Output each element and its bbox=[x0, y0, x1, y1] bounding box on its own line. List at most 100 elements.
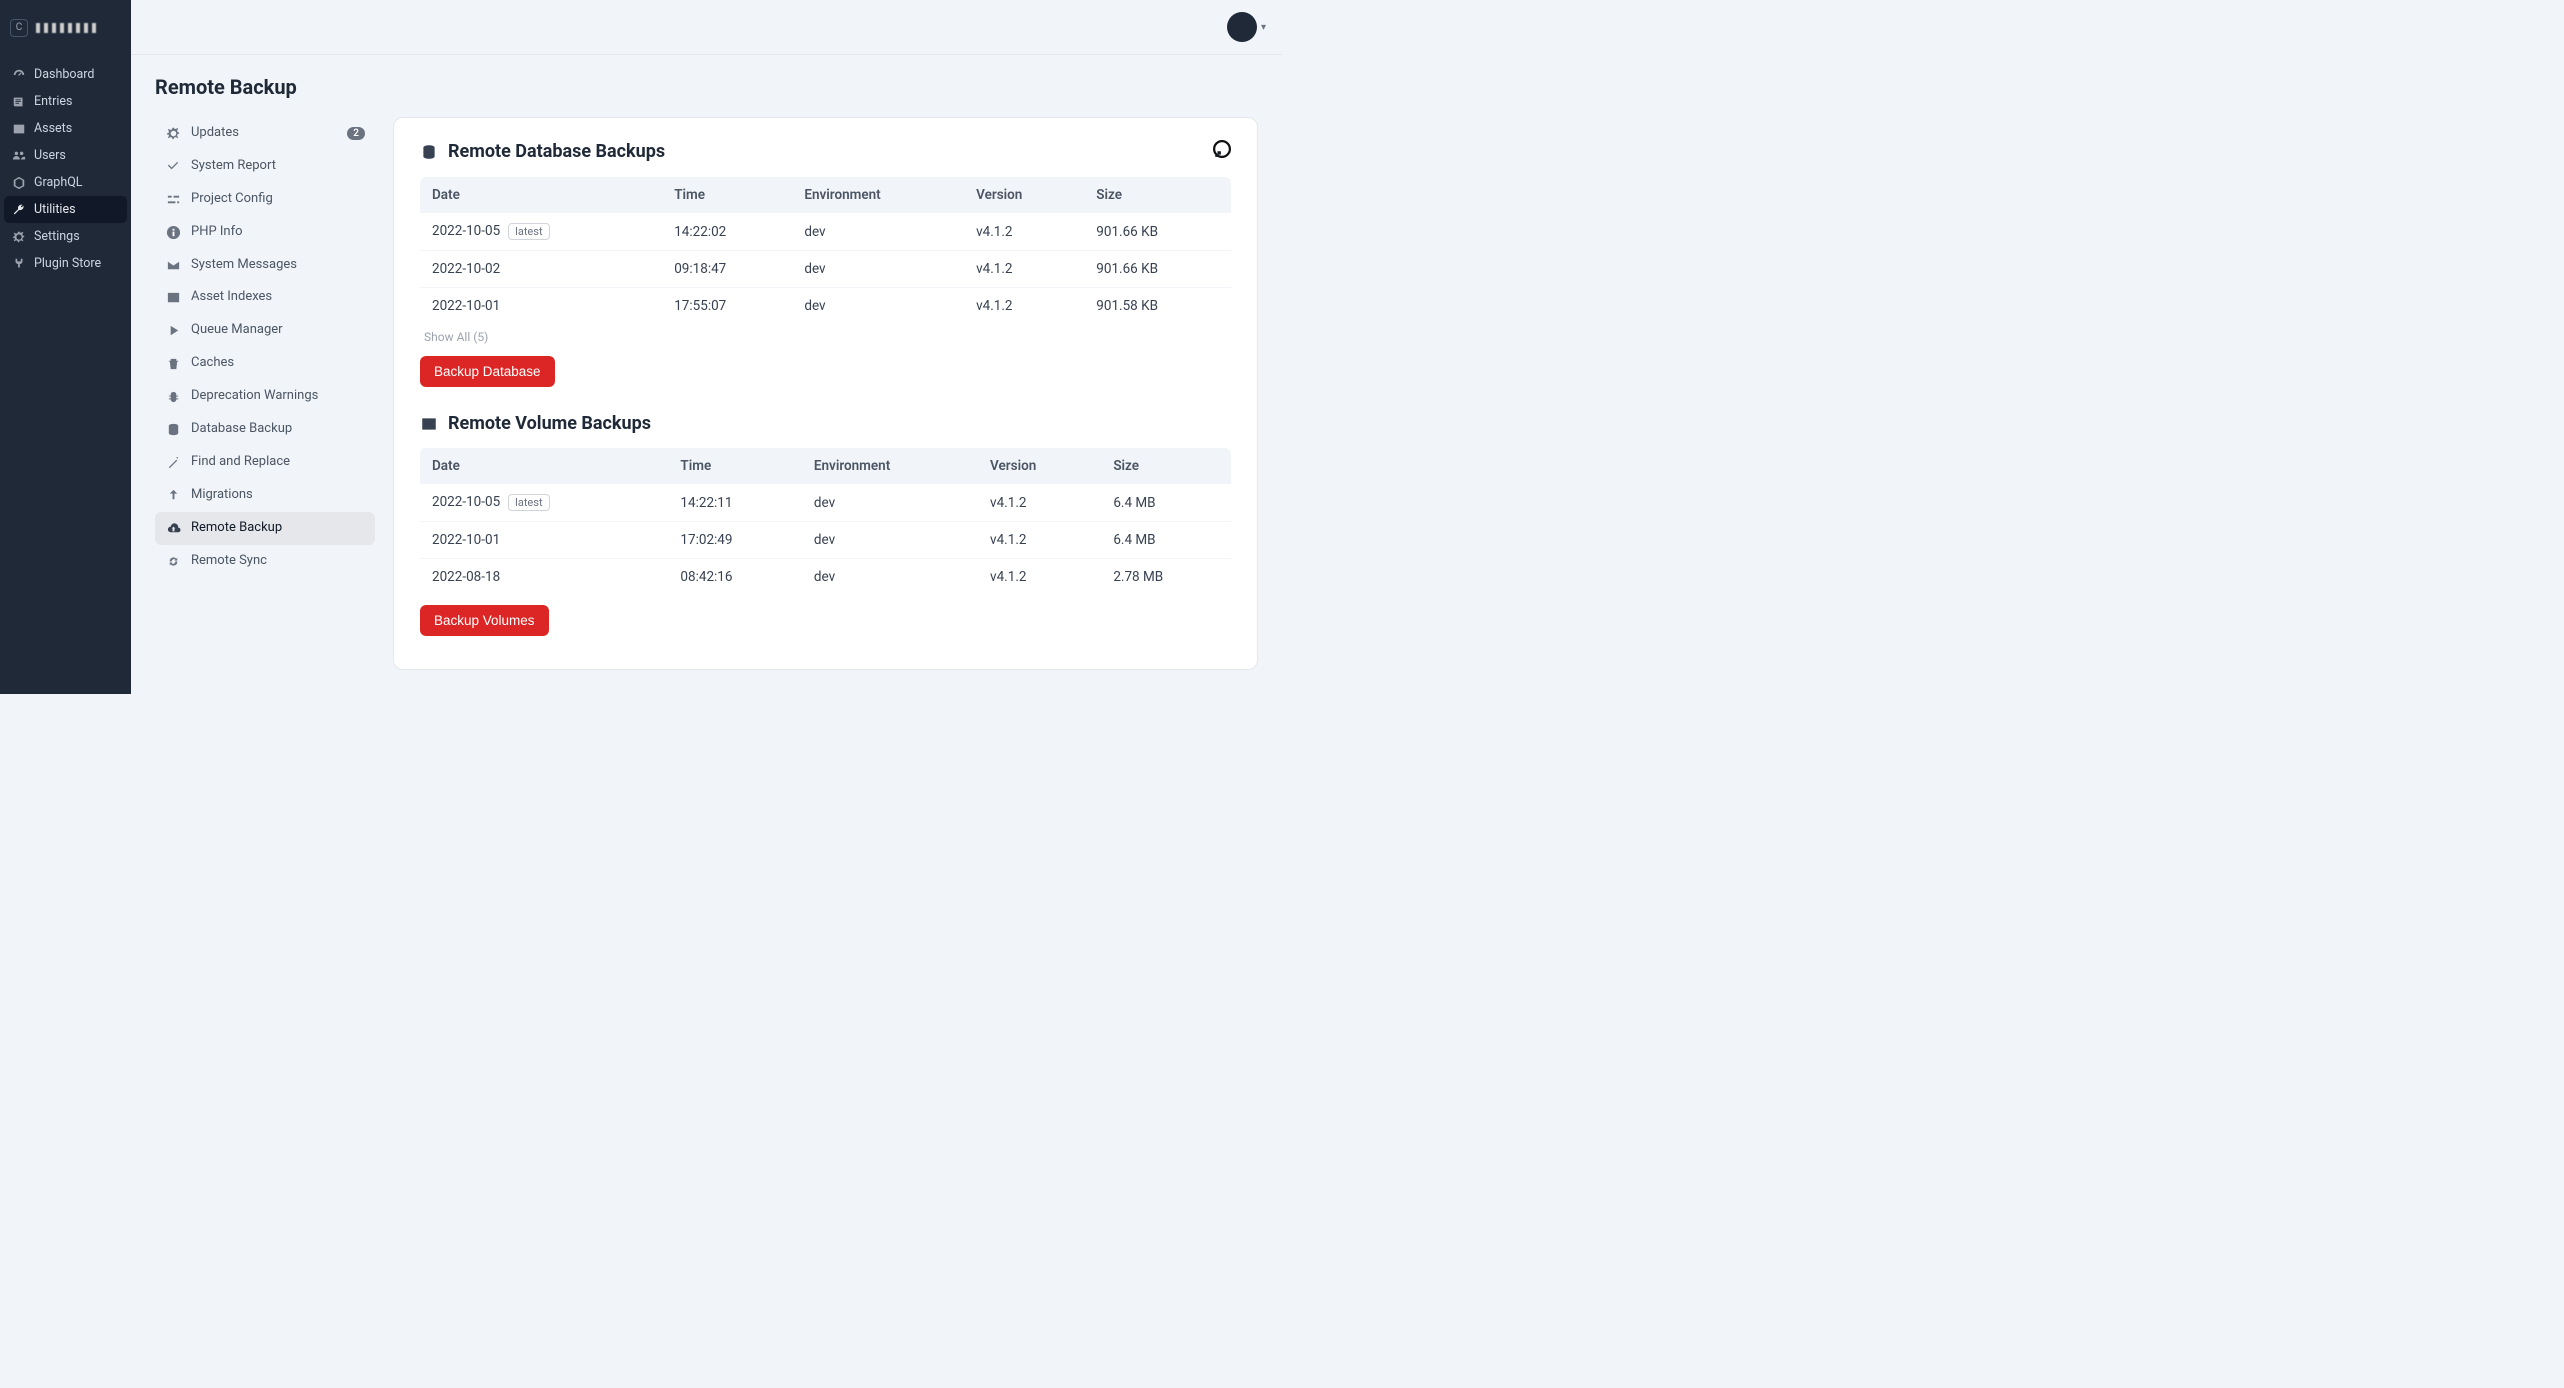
sidebar-item-dashboard[interactable]: Dashboard bbox=[4, 61, 127, 88]
util-item-remote-sync[interactable]: Remote Sync bbox=[155, 545, 375, 578]
cell-time: 14:22:11 bbox=[668, 484, 801, 522]
latest-tag: latest bbox=[508, 223, 549, 240]
util-item-label: Remote Backup bbox=[191, 520, 365, 537]
cell-size: 901.66 KB bbox=[1084, 251, 1231, 288]
sidebar: C Dashboard Entries Assets UsersGraphQLUtil… bbox=[0, 0, 131, 694]
util-item-php-info[interactable]: PHP Info bbox=[155, 216, 375, 249]
table-row: 2022-10-0117:02:49devv4.1.26.4 MB bbox=[420, 522, 1231, 559]
cell-env: dev bbox=[802, 522, 978, 559]
util-item-project-config[interactable]: Project Config bbox=[155, 183, 375, 216]
util-item-label: Remote Sync bbox=[191, 553, 365, 570]
sidebar-item-users[interactable]: Users bbox=[4, 142, 127, 169]
table-row: 2022-10-0117:55:07devv4.1.2901.58 KB bbox=[420, 288, 1231, 325]
sidebar-item-graphql[interactable]: GraphQL bbox=[4, 169, 127, 196]
cell-time: 09:18:47 bbox=[662, 251, 792, 288]
cell-date: 2022-10-01 bbox=[420, 522, 668, 559]
sidebar-item-label: Assets bbox=[34, 121, 72, 136]
db-section-title: Remote Database Backups bbox=[448, 141, 665, 162]
show-all-link[interactable]: Show All (5) bbox=[424, 330, 1231, 344]
util-item-label: Queue Manager bbox=[191, 322, 365, 339]
util-item-label: Find and Replace bbox=[191, 454, 365, 471]
util-item-asset-indexes[interactable]: Asset Indexes bbox=[155, 281, 375, 314]
db-backups-table: DateTimeEnvironmentVersionSize 2022-10-0… bbox=[420, 177, 1231, 324]
users-icon bbox=[12, 149, 26, 163]
provider-icon bbox=[1213, 140, 1231, 163]
cell-time: 08:42:16 bbox=[668, 559, 801, 596]
cell-date: 2022-10-05latest bbox=[420, 213, 662, 251]
content-panel: Remote Database Backups DateTimeEnvironm… bbox=[393, 117, 1258, 670]
image-icon bbox=[165, 290, 181, 306]
util-item-label: Deprecation Warnings bbox=[191, 388, 365, 405]
cell-ver: v4.1.2 bbox=[978, 522, 1101, 559]
cell-time: 17:02:49 bbox=[668, 522, 801, 559]
cell-date: 2022-10-01 bbox=[420, 288, 662, 325]
sidebar-item-utilities[interactable]: Utilities bbox=[4, 196, 127, 223]
site-name-blurred bbox=[36, 23, 96, 33]
cell-ver: v4.1.2 bbox=[964, 251, 1084, 288]
util-item-caches[interactable]: Caches bbox=[155, 347, 375, 380]
plug-icon bbox=[12, 257, 26, 271]
sidebar-item-label: Entries bbox=[34, 94, 72, 109]
database-icon bbox=[420, 143, 438, 161]
wrench-icon bbox=[12, 203, 26, 217]
trash-icon bbox=[165, 356, 181, 372]
cell-env: dev bbox=[802, 559, 978, 596]
col-size: Size bbox=[1101, 448, 1231, 484]
user-menu[interactable]: ▾ bbox=[1227, 12, 1266, 42]
utilities-nav: Updates2 System Report Project Config PHP I… bbox=[155, 117, 375, 670]
graphql-icon bbox=[12, 176, 26, 190]
cell-date: 2022-08-18 bbox=[420, 559, 668, 596]
col-time: Time bbox=[662, 177, 792, 213]
cell-ver: v4.1.2 bbox=[978, 484, 1101, 522]
util-item-migrations[interactable]: Migrations bbox=[155, 479, 375, 512]
util-item-label: Project Config bbox=[191, 191, 365, 208]
cell-size: 901.58 KB bbox=[1084, 288, 1231, 325]
chevron-down-icon: ▾ bbox=[1261, 22, 1266, 33]
db-section-header: Remote Database Backups bbox=[420, 140, 1231, 163]
image-icon bbox=[12, 122, 26, 136]
sliders-icon bbox=[165, 191, 181, 207]
cell-time: 14:22:02 bbox=[662, 213, 792, 251]
sidebar-item-assets[interactable]: Assets bbox=[4, 115, 127, 142]
util-item-database-backup[interactable]: Database Backup bbox=[155, 413, 375, 446]
util-item-remote-backup[interactable]: Remote Backup bbox=[155, 512, 375, 545]
backup-database-button[interactable]: Backup Database bbox=[420, 356, 555, 387]
util-item-system-messages[interactable]: System Messages bbox=[155, 249, 375, 282]
vol-backups-table: DateTimeEnvironmentVersionSize 2022-10-0… bbox=[420, 448, 1231, 595]
vol-section-title: Remote Volume Backups bbox=[448, 413, 651, 434]
util-item-find-and-replace[interactable]: Find and Replace bbox=[155, 446, 375, 479]
cell-env: dev bbox=[792, 251, 964, 288]
col-size: Size bbox=[1084, 177, 1231, 213]
util-item-deprecation-warnings[interactable]: Deprecation Warnings bbox=[155, 380, 375, 413]
table-row: 2022-08-1808:42:16devv4.1.22.78 MB bbox=[420, 559, 1231, 596]
col-version: Version bbox=[978, 448, 1101, 484]
cell-size: 901.66 KB bbox=[1084, 213, 1231, 251]
play-icon bbox=[165, 323, 181, 339]
util-item-system-report[interactable]: System Report bbox=[155, 150, 375, 183]
sidebar-item-plugin-store[interactable]: Plugin Store bbox=[4, 250, 127, 277]
arrow-up-icon bbox=[165, 487, 181, 503]
util-item-label: Asset Indexes bbox=[191, 289, 365, 306]
mail-icon bbox=[165, 257, 181, 273]
sidebar-item-settings[interactable]: Settings bbox=[4, 223, 127, 250]
col-version: Version bbox=[964, 177, 1084, 213]
gauge-icon bbox=[12, 68, 26, 82]
util-item-label: PHP Info bbox=[191, 224, 365, 241]
gear-icon bbox=[165, 125, 181, 141]
col-date: Date bbox=[420, 448, 668, 484]
table-row: 2022-10-05latest14:22:11devv4.1.26.4 MB bbox=[420, 484, 1231, 522]
sidebar-item-entries[interactable]: Entries bbox=[4, 88, 127, 115]
col-date: Date bbox=[420, 177, 662, 213]
util-item-updates[interactable]: Updates2 bbox=[155, 117, 375, 150]
cell-time: 17:55:07 bbox=[662, 288, 792, 325]
table-row: 2022-10-0209:18:47devv4.1.2901.66 KB bbox=[420, 251, 1231, 288]
sidebar-item-label: Settings bbox=[34, 229, 80, 244]
util-item-queue-manager[interactable]: Queue Manager bbox=[155, 314, 375, 347]
util-item-label: Migrations bbox=[191, 487, 365, 504]
cell-env: dev bbox=[792, 288, 964, 325]
backup-volumes-button[interactable]: Backup Volumes bbox=[420, 605, 549, 636]
util-item-label: System Report bbox=[191, 158, 365, 175]
site-logo-badge[interactable]: C bbox=[10, 19, 28, 37]
cell-date: 2022-10-02 bbox=[420, 251, 662, 288]
vol-section-header: Remote Volume Backups bbox=[420, 413, 1231, 434]
